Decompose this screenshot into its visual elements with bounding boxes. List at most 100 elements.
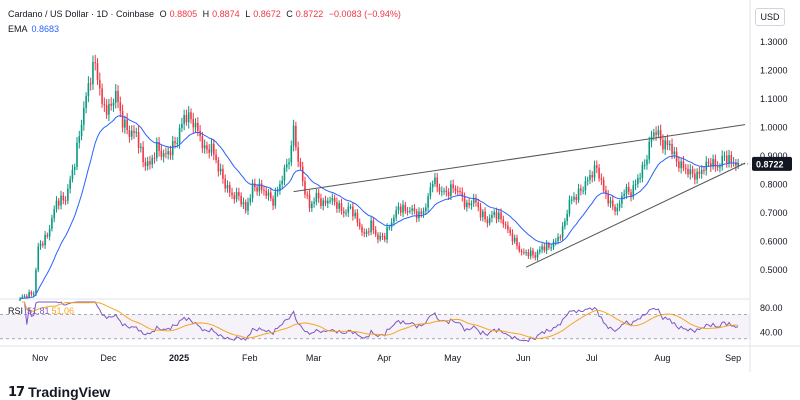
candle-body[interactable]	[550, 247, 553, 249]
candle-body[interactable]	[477, 202, 480, 208]
candle-body[interactable]	[370, 220, 372, 233]
candle-body[interactable]	[144, 162, 147, 167]
candle-body[interactable]	[461, 191, 464, 197]
candle-body[interactable]	[44, 234, 46, 246]
candle-body[interactable]	[513, 237, 516, 242]
candle-body[interactable]	[725, 155, 728, 164]
candle-body[interactable]	[206, 145, 208, 150]
candle-body[interactable]	[488, 218, 491, 224]
candle-body[interactable]	[249, 198, 252, 203]
candle-body[interactable]	[516, 237, 518, 246]
candle-body[interactable]	[137, 131, 140, 148]
candle-body[interactable]	[509, 229, 511, 234]
candle-body[interactable]	[233, 195, 236, 200]
candle-body[interactable]	[329, 200, 331, 202]
rsi-ma-line[interactable]	[22, 301, 739, 340]
candle-body[interactable]	[466, 202, 468, 208]
currency-button[interactable]: USD	[755, 8, 785, 26]
candle-body[interactable]	[406, 211, 409, 213]
candle-body[interactable]	[269, 192, 272, 199]
candle-body[interactable]	[304, 181, 306, 195]
candle-body[interactable]	[573, 196, 575, 200]
candle-body[interactable]	[361, 226, 363, 233]
candle-body[interactable]	[630, 192, 632, 197]
candle-body[interactable]	[735, 162, 737, 166]
candle-body[interactable]	[625, 186, 628, 194]
candle-body[interactable]	[386, 227, 388, 240]
trendline-resistance[interactable]	[293, 124, 746, 193]
candle-body[interactable]	[110, 103, 112, 106]
candle-body[interactable]	[151, 157, 154, 165]
candle-body[interactable]	[621, 196, 623, 204]
candle-body[interactable]	[723, 155, 726, 157]
candle-body[interactable]	[274, 192, 277, 206]
candle-body[interactable]	[80, 124, 83, 137]
candle-body[interactable]	[470, 203, 473, 206]
candle-body[interactable]	[317, 192, 320, 199]
candle-body[interactable]	[333, 197, 336, 203]
candle-body[interactable]	[142, 146, 144, 163]
candle-body[interactable]	[427, 196, 429, 208]
candle-body[interactable]	[602, 179, 605, 191]
candle-body[interactable]	[242, 202, 245, 205]
candle-body[interactable]	[447, 192, 450, 197]
candle-body[interactable]	[358, 222, 361, 227]
candle-body[interactable]	[596, 165, 598, 168]
candle-body[interactable]	[497, 212, 500, 220]
candle-body[interactable]	[381, 235, 384, 237]
candle-body[interactable]	[197, 122, 199, 131]
candle-body[interactable]	[557, 236, 559, 242]
candle-body[interactable]	[21, 296, 24, 299]
candle-body[interactable]	[472, 198, 475, 204]
candle-body[interactable]	[135, 131, 138, 133]
candle-body[interactable]	[140, 146, 142, 148]
candle-body[interactable]	[363, 232, 366, 234]
candle-body[interactable]	[434, 177, 436, 184]
candle-body[interactable]	[222, 168, 224, 179]
candle-body[interactable]	[185, 115, 188, 123]
candle-body[interactable]	[320, 198, 322, 206]
candle-body[interactable]	[165, 153, 167, 155]
candle-body[interactable]	[710, 163, 712, 167]
candle-body[interactable]	[235, 192, 238, 200]
candle-body[interactable]	[96, 63, 99, 80]
candle-body[interactable]	[285, 164, 288, 168]
candle-body[interactable]	[215, 154, 217, 161]
candle-body[interactable]	[149, 161, 151, 165]
candle-body[interactable]	[691, 169, 694, 174]
candle-body[interactable]	[73, 167, 76, 170]
candle-body[interactable]	[500, 212, 502, 220]
candle-body[interactable]	[529, 250, 532, 257]
candle-body[interactable]	[42, 243, 44, 246]
candle-body[interactable]	[340, 203, 343, 212]
candle-body[interactable]	[545, 243, 548, 251]
candle-body[interactable]	[662, 139, 664, 150]
candle-body[interactable]	[566, 213, 568, 222]
candle-body[interactable]	[420, 211, 423, 214]
candle-body[interactable]	[313, 201, 315, 204]
candle-body[interactable]	[684, 168, 687, 170]
candle-body[interactable]	[502, 219, 505, 225]
candle-body[interactable]	[37, 246, 40, 270]
candle-body[interactable]	[347, 206, 350, 213]
candle-body[interactable]	[92, 62, 94, 85]
candle-body[interactable]	[605, 190, 607, 195]
candle-body[interactable]	[383, 236, 386, 240]
ema-line[interactable]	[19, 115, 739, 299]
candle-body[interactable]	[425, 207, 427, 212]
candle-body[interactable]	[64, 200, 67, 202]
candle-body[interactable]	[495, 212, 498, 220]
candle-body[interactable]	[336, 202, 338, 209]
candle-body[interactable]	[201, 136, 204, 149]
candle-body[interactable]	[520, 250, 523, 252]
candle-body[interactable]	[372, 220, 375, 230]
candle-body[interactable]	[167, 151, 169, 155]
candle-body[interactable]	[639, 177, 641, 179]
candle-body[interactable]	[48, 228, 51, 237]
candle-body[interactable]	[643, 164, 646, 166]
candle-body[interactable]	[698, 171, 701, 174]
candle-body[interactable]	[256, 187, 258, 192]
candle-body[interactable]	[730, 155, 733, 163]
candle-body[interactable]	[78, 136, 81, 143]
